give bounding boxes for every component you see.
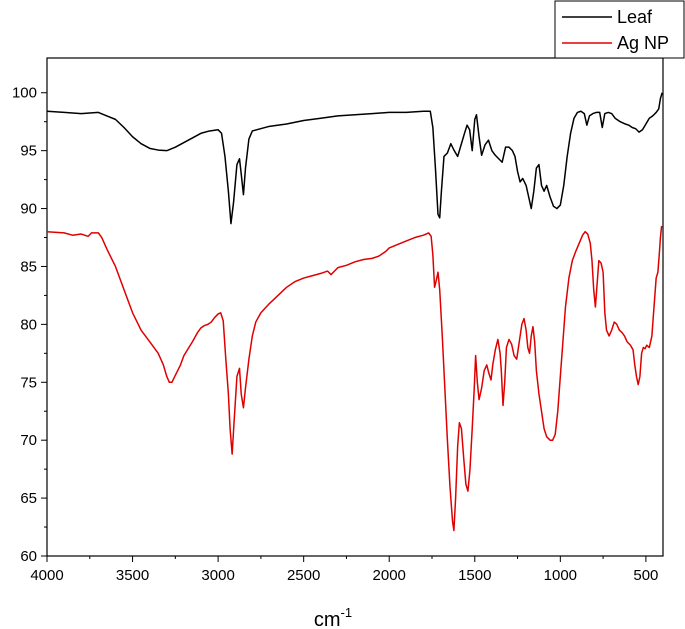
x-tick-label: 2500 (287, 567, 320, 584)
x-tick-label: 2000 (373, 567, 406, 584)
legend-label-agnp: Ag NP (617, 33, 669, 53)
series-line-leaf (46, 92, 663, 225)
x-tick-label: 3000 (201, 567, 234, 584)
series-layer (46, 92, 663, 532)
plot-frame (46, 57, 664, 557)
y-tick-label: 70 (20, 432, 37, 449)
y-axis: 60 65 70 75 80 85 90 95 100 (12, 85, 47, 565)
x-axis-label-superscript: -1 (341, 605, 353, 620)
y-tick-label: 60 (20, 548, 37, 565)
x-axis-label: cm-1 (314, 605, 352, 629)
y-tick-label: 80 (20, 316, 37, 333)
x-tick-label: 1500 (458, 567, 491, 584)
y-tick-label: 90 (20, 201, 37, 218)
legend-box (554, 0, 685, 59)
y-tick-label: 75 (20, 374, 37, 391)
y-tick-label: 85 (20, 258, 37, 275)
y-tick-label: 95 (20, 143, 37, 160)
x-tick-label: 4000 (30, 567, 63, 584)
x-tick-label: 500 (633, 567, 658, 584)
series-line-ag-np (46, 225, 663, 532)
y-tick-label: 100 (12, 85, 37, 102)
y-tick-label: 65 (20, 490, 37, 507)
x-tick-label: 3500 (116, 567, 149, 584)
x-axis-label-base: cm (314, 609, 341, 629)
x-axis: 4000 3500 3000 2500 2000 1500 1000 500 (30, 556, 658, 584)
x-tick-label: 1000 (544, 567, 577, 584)
legend-label-leaf: Leaf (617, 7, 653, 27)
legend: Leaf Ag NP (554, 0, 685, 59)
